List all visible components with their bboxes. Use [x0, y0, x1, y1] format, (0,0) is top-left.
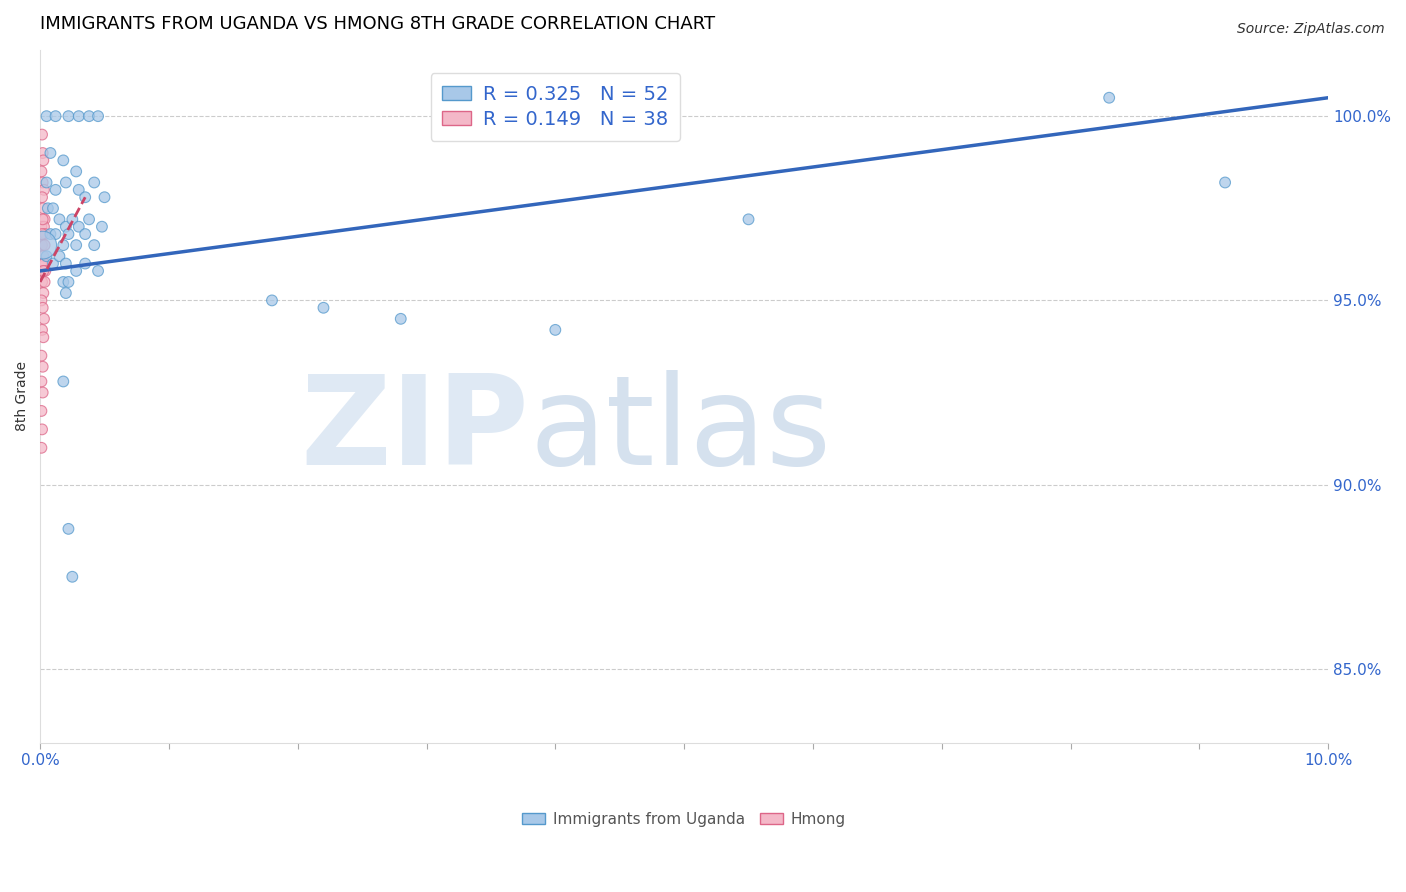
- Point: [39, 227, 62, 241]
- Point: [31, 238, 53, 252]
- Point: [67, 219, 90, 234]
- Point: [55, 219, 77, 234]
- Point: [737, 212, 759, 227]
- Point: [30, 164, 52, 178]
- Text: IMMIGRANTS FROM UGANDA VS HMONG 8TH GRADE CORRELATION CHART: IMMIGRANTS FROM UGANDA VS HMONG 8TH GRAD…: [41, 15, 716, 33]
- Point: [42, 256, 65, 270]
- Point: [32, 286, 55, 301]
- Point: [91, 219, 114, 234]
- Point: [55, 286, 77, 301]
- Point: [58, 227, 80, 241]
- Text: Source: ZipAtlas.com: Source: ZipAtlas.com: [1237, 22, 1385, 37]
- Text: atlas: atlas: [530, 370, 832, 491]
- Point: [32, 219, 55, 234]
- Point: [45, 183, 67, 197]
- Point: [31, 190, 53, 204]
- Point: [34, 212, 56, 227]
- Point: [55, 176, 77, 190]
- Point: [34, 264, 56, 278]
- Point: [30, 404, 52, 418]
- Point: [87, 264, 110, 278]
- Point: [30, 441, 52, 455]
- Point: [31, 176, 53, 190]
- Point: [35, 249, 58, 263]
- Point: [48, 249, 70, 263]
- Point: [32, 202, 55, 216]
- Point: [31, 301, 53, 315]
- Point: [39, 146, 62, 161]
- Point: [67, 183, 90, 197]
- Point: [31, 128, 53, 142]
- Point: [34, 227, 56, 241]
- Point: [65, 264, 87, 278]
- Point: [31, 385, 53, 400]
- Point: [58, 522, 80, 536]
- Point: [30, 375, 52, 389]
- Point: [45, 109, 67, 123]
- Point: [31, 422, 53, 436]
- Point: [32, 249, 55, 263]
- Legend: Immigrants from Uganda, Hmong: Immigrants from Uganda, Hmong: [516, 805, 852, 833]
- Point: [65, 164, 87, 178]
- Point: [35, 176, 58, 190]
- Point: [32, 264, 55, 278]
- Point: [52, 153, 75, 168]
- Point: [32, 183, 55, 197]
- Point: [544, 323, 567, 337]
- Point: [55, 256, 77, 270]
- Point: [42, 202, 65, 216]
- Point: [31, 227, 53, 241]
- Point: [67, 109, 90, 123]
- Point: [1098, 91, 1121, 105]
- Point: [65, 238, 87, 252]
- Point: [37, 202, 59, 216]
- Point: [30, 256, 52, 270]
- Point: [77, 212, 100, 227]
- Point: [83, 238, 105, 252]
- Point: [31, 359, 53, 374]
- Point: [35, 109, 58, 123]
- Point: [1213, 176, 1236, 190]
- Point: [30, 349, 52, 363]
- Point: [312, 301, 335, 315]
- Point: [389, 311, 412, 326]
- Point: [58, 275, 80, 289]
- Point: [75, 227, 97, 241]
- Point: [31, 238, 53, 252]
- Point: [60, 570, 83, 584]
- Point: [60, 212, 83, 227]
- Point: [75, 256, 97, 270]
- Point: [260, 293, 283, 308]
- Point: [34, 238, 56, 252]
- Point: [48, 212, 70, 227]
- Point: [31, 264, 53, 278]
- Y-axis label: 8th Grade: 8th Grade: [15, 361, 30, 431]
- Point: [30, 293, 52, 308]
- Point: [31, 227, 53, 241]
- Point: [77, 109, 100, 123]
- Point: [87, 109, 110, 123]
- Point: [32, 330, 55, 344]
- Point: [34, 275, 56, 289]
- Point: [58, 109, 80, 123]
- Point: [52, 375, 75, 389]
- Point: [52, 238, 75, 252]
- Point: [75, 190, 97, 204]
- Point: [31, 146, 53, 161]
- Point: [52, 275, 75, 289]
- Point: [31, 275, 53, 289]
- Point: [31, 323, 53, 337]
- Point: [45, 227, 67, 241]
- Point: [32, 256, 55, 270]
- Point: [32, 311, 55, 326]
- Point: [31, 212, 53, 227]
- Point: [93, 190, 115, 204]
- Point: [32, 153, 55, 168]
- Point: [83, 176, 105, 190]
- Text: ZIP: ZIP: [301, 370, 530, 491]
- Point: [30, 219, 52, 234]
